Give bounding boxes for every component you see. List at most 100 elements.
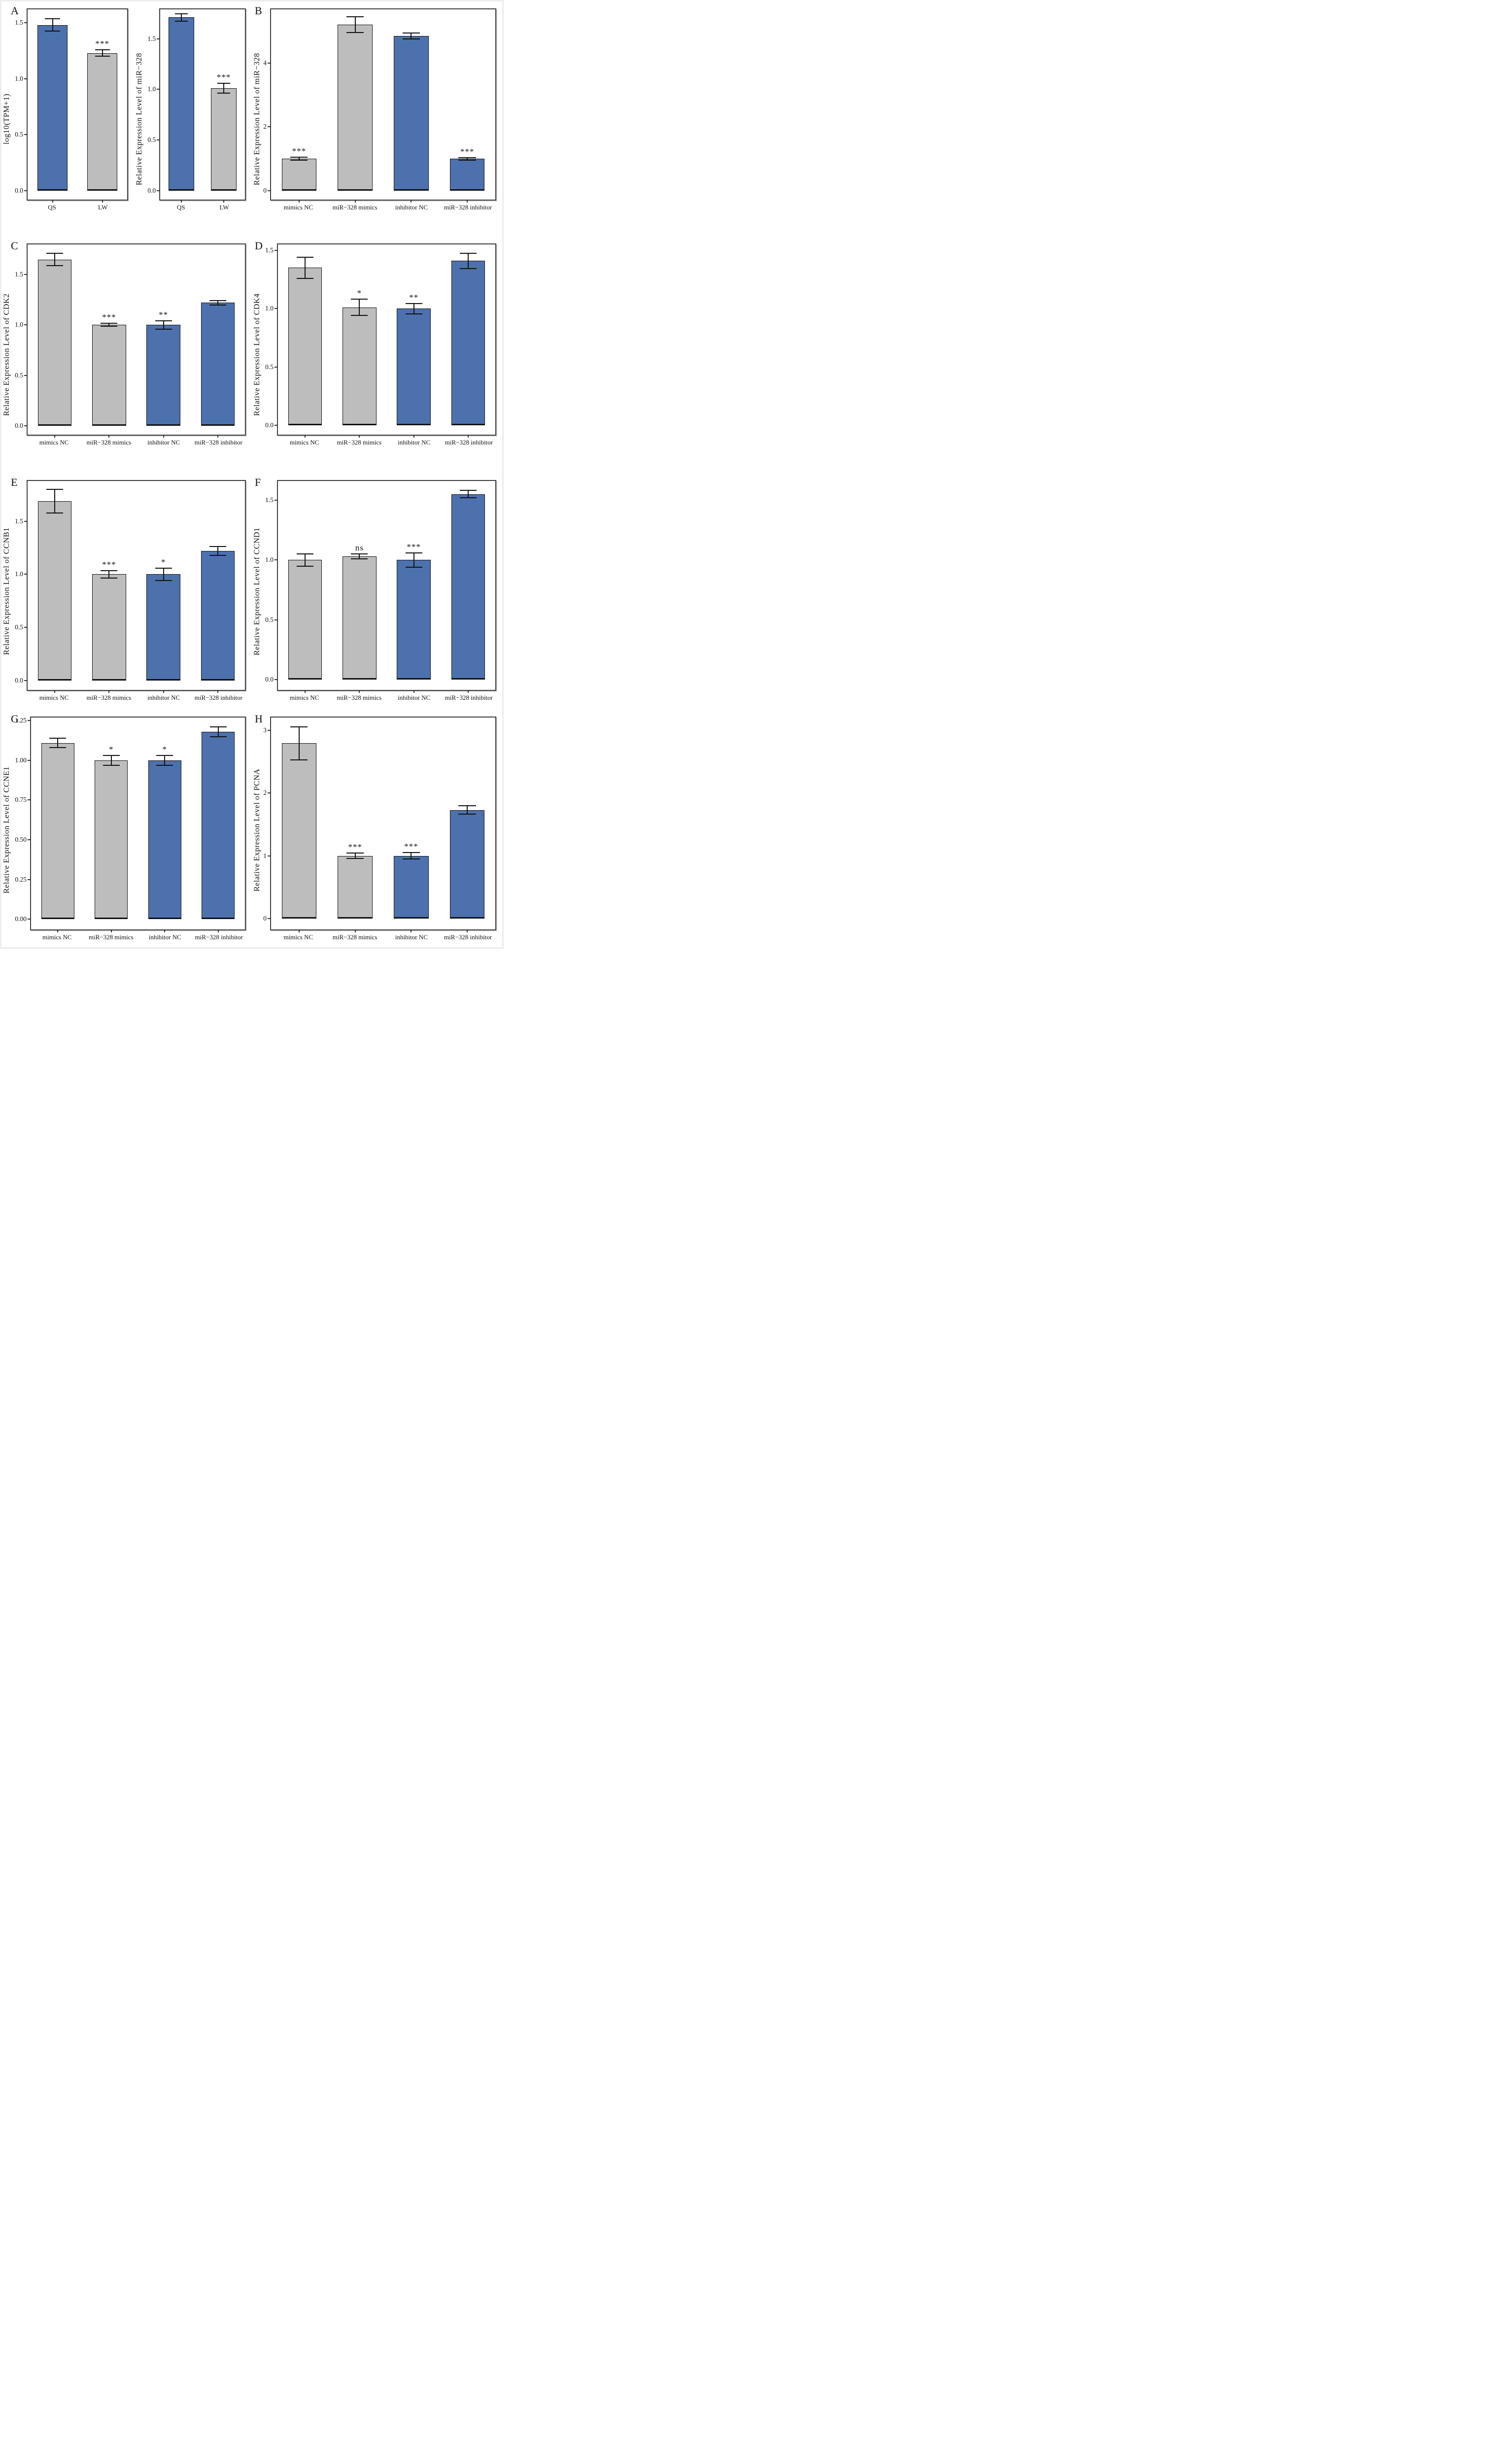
row-3: E Relative Expression Level of CCNB1 0.0 0… [1, 473, 502, 710]
y-tick-mark [157, 190, 161, 191]
error-bar [467, 806, 468, 814]
y-tick-label: 1.0 [15, 321, 23, 329]
significance-label: *** [407, 542, 421, 551]
plot-area: 0 1 2 3 *** *** [263, 717, 496, 932]
error-bar-cap [459, 490, 477, 491]
error-bar-cap [156, 764, 173, 766]
bar-mimics NC [37, 259, 72, 426]
x-tick-label: mimics NC [283, 933, 313, 941]
significance-label: ns [355, 543, 364, 553]
x-tick-label: inhibitor NC [147, 694, 180, 701]
error-bar-cap [351, 553, 368, 555]
error-bar-cap [346, 32, 364, 34]
error-bar-cap [402, 852, 420, 854]
x-tick-label: miR−328 mimics [337, 694, 382, 701]
x-tick-mark [52, 200, 53, 203]
error-bar-cap [155, 320, 172, 322]
y-tick-mark [275, 249, 278, 251]
significance-label: *** [95, 38, 109, 48]
bar-miR−328 inhibitor [201, 303, 235, 426]
bar-miR−328 inhibitor [201, 551, 235, 681]
x-axis-labels: QS LW [27, 201, 128, 213]
significance-label: * [357, 288, 362, 298]
y-tick-label: 0.0 [15, 676, 23, 684]
error-bar-cap [155, 580, 172, 582]
x-tick-label: mimics NC [39, 439, 69, 446]
y-tick-label: 1.5 [265, 246, 274, 254]
error-bar [411, 853, 412, 859]
error-bar [57, 738, 59, 748]
y-axis-title: Relative Expression Level of CCND1 [253, 527, 261, 655]
significance-label: ** [159, 310, 169, 320]
error-bar [413, 552, 414, 567]
error-bar-cap [209, 300, 226, 302]
x-tick-label: miR−328 inhibitor [445, 439, 493, 446]
bar-mimics NC [281, 743, 317, 919]
y-tick-label: 0.0 [147, 186, 156, 194]
x-axis-labels: QS LW [159, 201, 246, 213]
y-tick-mark [28, 879, 31, 880]
panel-label-H: H [255, 713, 263, 725]
error-bar [163, 321, 164, 329]
error-bar-cap [405, 303, 422, 304]
error-bar-cap [351, 558, 368, 559]
error-bar-cap [405, 566, 422, 568]
y-tick-mark [28, 839, 31, 840]
x-tick-label: mimics NC [39, 694, 69, 701]
x-tick-label: inhibitor NC [395, 204, 428, 211]
error-bar [164, 755, 166, 765]
panel-A: A log10(TPM+1) 0.0 0.5 1.0 1.5 *** QS LW Relati… [1, 1, 252, 237]
x-tick-label: mimics NC [42, 933, 72, 941]
error-bar-cap [46, 253, 64, 254]
error-bar [354, 853, 356, 859]
bar-LW [87, 53, 117, 191]
x-tick-mark [102, 200, 103, 203]
y-tick-mark [24, 190, 28, 191]
error-bar-cap [155, 567, 172, 569]
bar-inhibitor NC [397, 560, 431, 680]
bar-miR−328 mimics [92, 574, 126, 681]
plot-area: 0.00 0.25 0.50 0.75 1.00 1.25 * * [15, 717, 246, 932]
significance-label: * [109, 745, 114, 754]
x-tick-mark [110, 929, 112, 932]
significance-label: *** [292, 146, 307, 156]
error-bar [305, 554, 306, 566]
x-axis-labels: mimics NC miR−328 mimics inhibitor NC miR−3… [27, 691, 246, 704]
bar-LW [211, 88, 237, 191]
panel-label-B: B [255, 4, 262, 17]
x-tick-mark [413, 435, 414, 438]
y-tick-label: 4 [263, 59, 267, 67]
plot-wrapper: 0.0 0.5 1.0 1.5 *** ** mimics NC miR−328 mimics… [15, 237, 252, 473]
y-tick-mark [24, 574, 28, 575]
y-tick-label: 0.0 [15, 421, 23, 429]
error-bar [298, 157, 300, 161]
error-bar-cap [402, 38, 420, 39]
x-tick-mark [108, 690, 110, 693]
error-bar-cap [101, 570, 118, 571]
error-bar-cap [217, 82, 230, 84]
panel-B: B Relative Expression Level of miR−328 0 2… [252, 1, 502, 237]
x-tick-label: miR−328 inhibitor [195, 933, 243, 941]
bar-miR−328 inhibitor [451, 261, 485, 426]
error-bar [298, 727, 300, 760]
x-tick-mark [54, 435, 56, 438]
y-tick-mark [28, 919, 31, 920]
plot-wrapper: 0 2 4 *** *** mimics NC miR−328 mimics inhibito… [263, 1, 502, 237]
panel-A-subcharts: log10(TPM+1) 0.0 0.5 1.0 1.5 *** QS LW Relative… [1, 1, 252, 237]
y-tick-label: 1.0 [265, 305, 274, 312]
y-tick-label: 2 [263, 789, 267, 797]
y-axis-title: Relative Expression Level of PCNA [253, 768, 261, 891]
row-2: C Relative Expression Level of CDK2 0.0 0.… [1, 237, 502, 473]
plot-area: 0.0 0.5 1.0 1.5 ns *** [265, 480, 496, 693]
y-tick-label: 1.5 [15, 19, 23, 27]
error-bar-cap [209, 554, 226, 556]
error-bar [354, 16, 356, 33]
x-tick-mark [305, 690, 306, 693]
bar-miR−328 mimics [343, 307, 377, 426]
y-tick-mark [157, 89, 161, 90]
x-tick-mark [359, 435, 360, 438]
x-tick-mark [413, 690, 414, 693]
plot-wrapper: 0.00 0.25 0.50 0.75 1.00 1.25 * * mimics NC miR−3… [15, 710, 252, 947]
x-tick-mark [467, 200, 468, 203]
x-tick-label: LW [98, 204, 108, 211]
